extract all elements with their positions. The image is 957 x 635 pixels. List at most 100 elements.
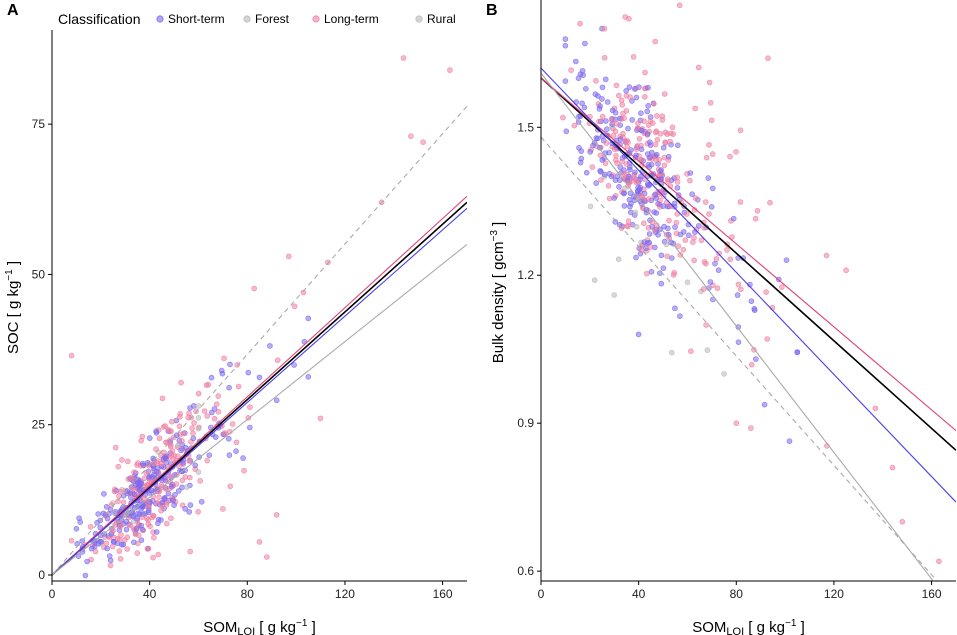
point-long-term	[149, 514, 155, 521]
point-short-term	[187, 502, 194, 508]
point-short-term	[247, 424, 253, 431]
point-long-term	[420, 139, 426, 145]
point-short-term	[638, 127, 645, 134]
point-short-term	[146, 490, 153, 496]
point-short-term	[647, 139, 653, 145]
point-short-term	[161, 496, 167, 502]
point-long-term	[176, 423, 183, 430]
legend-key-forest	[243, 15, 251, 23]
point-short-term	[651, 209, 657, 215]
point-long-term	[274, 357, 281, 364]
point-short-term	[672, 305, 678, 312]
point-long-term	[633, 177, 640, 184]
x-tick-label: 0	[49, 587, 56, 601]
point-short-term	[708, 204, 715, 210]
point-short-term	[82, 572, 89, 579]
point-short-term	[735, 324, 742, 330]
point-short-term	[211, 406, 218, 412]
point-short-term	[617, 164, 624, 170]
point-long-term	[129, 476, 136, 483]
point-short-term	[226, 435, 232, 442]
point-long-term	[107, 562, 114, 569]
point-forest	[633, 224, 640, 230]
y-axis-title: SOC [ g kg−1 ]	[4, 261, 22, 354]
fit-line-rural	[541, 136, 938, 581]
point-long-term	[765, 55, 771, 62]
point-short-term	[612, 219, 619, 225]
point-long-term	[177, 410, 183, 417]
point-short-term	[118, 541, 125, 548]
legend-key-short-term	[156, 15, 164, 23]
point-short-term	[208, 374, 215, 381]
point-short-term	[103, 503, 110, 510]
point-long-term	[193, 408, 199, 415]
point-long-term	[673, 219, 680, 226]
point-rural	[112, 509, 118, 516]
point-short-term	[147, 435, 153, 441]
point-long-term	[247, 404, 253, 410]
x-tick-label: 0	[538, 587, 545, 601]
point-short-term	[730, 215, 737, 222]
legend-title: Classification	[58, 11, 140, 27]
point-short-term	[587, 149, 594, 155]
point-long-term	[612, 128, 619, 135]
point-long-term	[169, 418, 175, 425]
point-short-term	[621, 203, 628, 209]
point-long-term	[737, 286, 744, 293]
point-long-term	[641, 172, 648, 178]
point-short-term	[705, 175, 712, 181]
point-long-term	[778, 284, 785, 290]
point-long-term	[120, 499, 127, 506]
point-long-term	[622, 139, 629, 145]
point-long-term	[215, 408, 222, 415]
point-short-term	[603, 118, 609, 124]
y-axis-title: Bulk density [ gcm−3 ]	[489, 222, 507, 363]
point-short-term	[617, 136, 624, 142]
point-long-term	[619, 158, 626, 165]
point-short-term	[123, 526, 130, 533]
legend: Classification Short-term Forest Long-term…	[58, 11, 456, 27]
point-short-term	[579, 100, 585, 107]
point-short-term	[599, 84, 606, 91]
point-short-term	[132, 504, 138, 511]
point-long-term	[652, 141, 659, 148]
point-short-term	[677, 231, 684, 238]
point-long-term	[630, 174, 637, 180]
point-short-term	[687, 170, 694, 176]
point-long-term	[145, 521, 152, 527]
point-short-term	[101, 491, 107, 497]
point-long-term	[716, 250, 722, 257]
point-short-term	[139, 460, 146, 467]
point-long-term	[87, 523, 94, 530]
point-short-term	[612, 109, 619, 116]
point-long-term	[621, 115, 627, 122]
point-short-term	[131, 539, 137, 546]
point-long-term	[764, 336, 771, 342]
point-long-term	[602, 160, 609, 167]
point-short-term	[155, 520, 161, 527]
point-long-term	[691, 257, 697, 264]
legend-key-rural	[415, 15, 423, 23]
point-short-term	[593, 135, 600, 141]
point-long-term	[674, 179, 681, 185]
point-short-term	[91, 543, 98, 550]
point-short-term	[563, 128, 570, 135]
point-long-term	[285, 253, 292, 260]
point-long-term	[647, 244, 654, 250]
point-short-term	[583, 169, 590, 176]
point-long-term	[165, 426, 172, 433]
point-short-term	[226, 452, 233, 458]
point-long-term	[197, 478, 203, 484]
point-long-term	[620, 130, 626, 137]
point-long-term	[159, 395, 166, 402]
point-short-term	[136, 482, 143, 489]
fit-line-forest	[52, 243, 467, 576]
point-short-term	[647, 154, 653, 161]
point-long-term	[155, 551, 161, 558]
x-tick-label: 40	[632, 587, 646, 601]
point-short-term	[734, 292, 741, 298]
point-short-term	[198, 498, 205, 505]
point-long-term	[201, 408, 208, 414]
point-forest	[195, 425, 202, 432]
point-short-term	[633, 94, 640, 101]
